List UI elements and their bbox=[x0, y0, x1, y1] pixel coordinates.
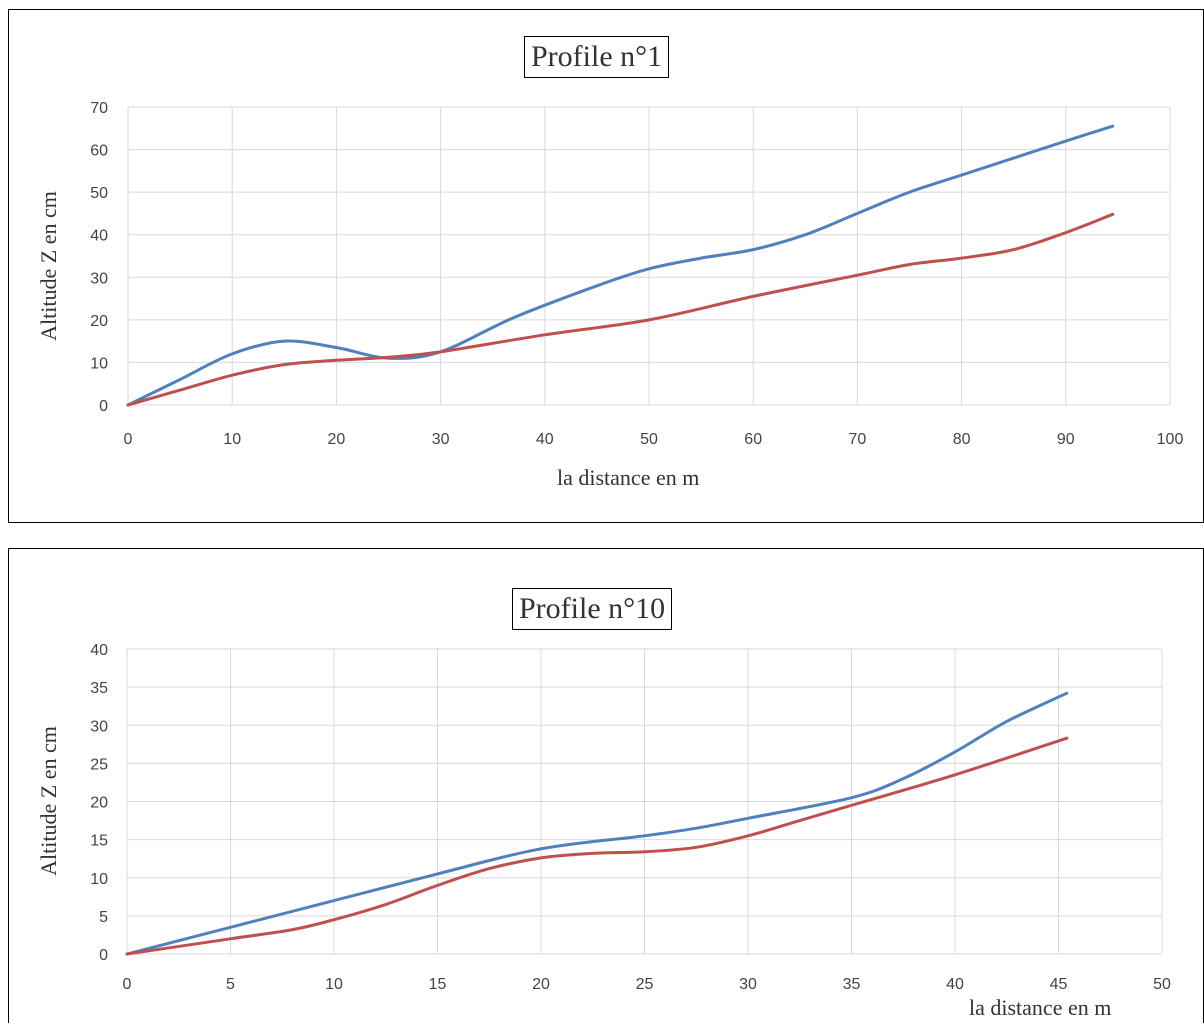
y-tick-label: 40 bbox=[90, 642, 108, 659]
y-tick-label: 10 bbox=[90, 355, 108, 372]
chart-title: Profile n°10 bbox=[512, 588, 673, 630]
x-tick-label: 60 bbox=[744, 431, 762, 448]
chart-title: Profile n°1 bbox=[524, 36, 670, 78]
x-tick-label: 5 bbox=[226, 976, 235, 993]
y-tick-label: 15 bbox=[90, 833, 108, 850]
x-tick-label: 40 bbox=[536, 431, 554, 448]
x-tick-label: 20 bbox=[328, 431, 346, 448]
x-tick-label: 30 bbox=[739, 976, 757, 993]
x-tick-label: 10 bbox=[325, 976, 343, 993]
series-line-2 bbox=[126, 212, 1115, 407]
series-line-1 bbox=[126, 124, 1115, 407]
x-axis-label: la distance en m bbox=[557, 465, 700, 490]
y-axis-label: Altitude Z en cm bbox=[36, 726, 61, 876]
y-tick-label: 10 bbox=[90, 871, 108, 888]
x-tick-label: 25 bbox=[636, 976, 654, 993]
x-tick-label: 90 bbox=[1057, 431, 1075, 448]
series-line-2 bbox=[125, 736, 1069, 956]
x-tick-label: 80 bbox=[953, 431, 971, 448]
y-tick-label: 30 bbox=[90, 270, 108, 287]
x-tick-label: 50 bbox=[640, 431, 658, 448]
chart-plot-1: 0 10 20 30 40 50 60 70 80 90 100 0 10 20 30 40 50 60 70 Alt… bbox=[36, 100, 1184, 448]
series-line-1 bbox=[125, 691, 1069, 956]
chart-panel-1: Profile n°1 0 10 20 30 40 50 60 70 80 90 100 0 10 20 3… bbox=[8, 9, 1204, 523]
x-tick-label: 100 bbox=[1157, 431, 1184, 448]
y-tick-label: 70 bbox=[90, 100, 108, 117]
x-tick-label: 0 bbox=[124, 431, 133, 448]
x-tick-label: 15 bbox=[429, 976, 447, 993]
y-tick-label: 60 bbox=[90, 143, 108, 160]
y-tick-label: 25 bbox=[90, 756, 108, 773]
y-tick-label: 20 bbox=[90, 795, 108, 812]
y-tick-label: 35 bbox=[90, 680, 108, 697]
y-tick-label: 0 bbox=[99, 947, 108, 964]
x-tick-label: 40 bbox=[946, 976, 964, 993]
chart-plot-2: 0 5 10 15 20 25 30 35 40 45 50 0 5 10 15 20 25 30 35 40 Alti… bbox=[36, 642, 1171, 993]
x-tick-label: 70 bbox=[849, 431, 867, 448]
y-tick-label: 5 bbox=[99, 909, 108, 926]
y-tick-label: 40 bbox=[90, 228, 108, 245]
x-tick-label: 50 bbox=[1153, 976, 1171, 993]
x-tick-label: 10 bbox=[223, 431, 241, 448]
chart-panel-2: Profile n°10 0 5 10 15 20 25 30 35 40 45 50 0 5 10 15 2… bbox=[8, 548, 1204, 1023]
y-tick-label: 30 bbox=[90, 718, 108, 735]
x-tick-label: 45 bbox=[1050, 976, 1068, 993]
x-tick-label: 35 bbox=[843, 976, 861, 993]
y-tick-label: 50 bbox=[90, 185, 108, 202]
x-axis-label: la distance en m bbox=[969, 995, 1112, 1020]
x-tick-label: 20 bbox=[532, 976, 550, 993]
x-tick-label: 0 bbox=[123, 976, 132, 993]
y-axis-label: Altitude Z en cm bbox=[36, 191, 61, 341]
x-tick-label: 30 bbox=[432, 431, 450, 448]
y-tick-label: 20 bbox=[90, 313, 108, 330]
y-tick-label: 0 bbox=[99, 398, 108, 415]
